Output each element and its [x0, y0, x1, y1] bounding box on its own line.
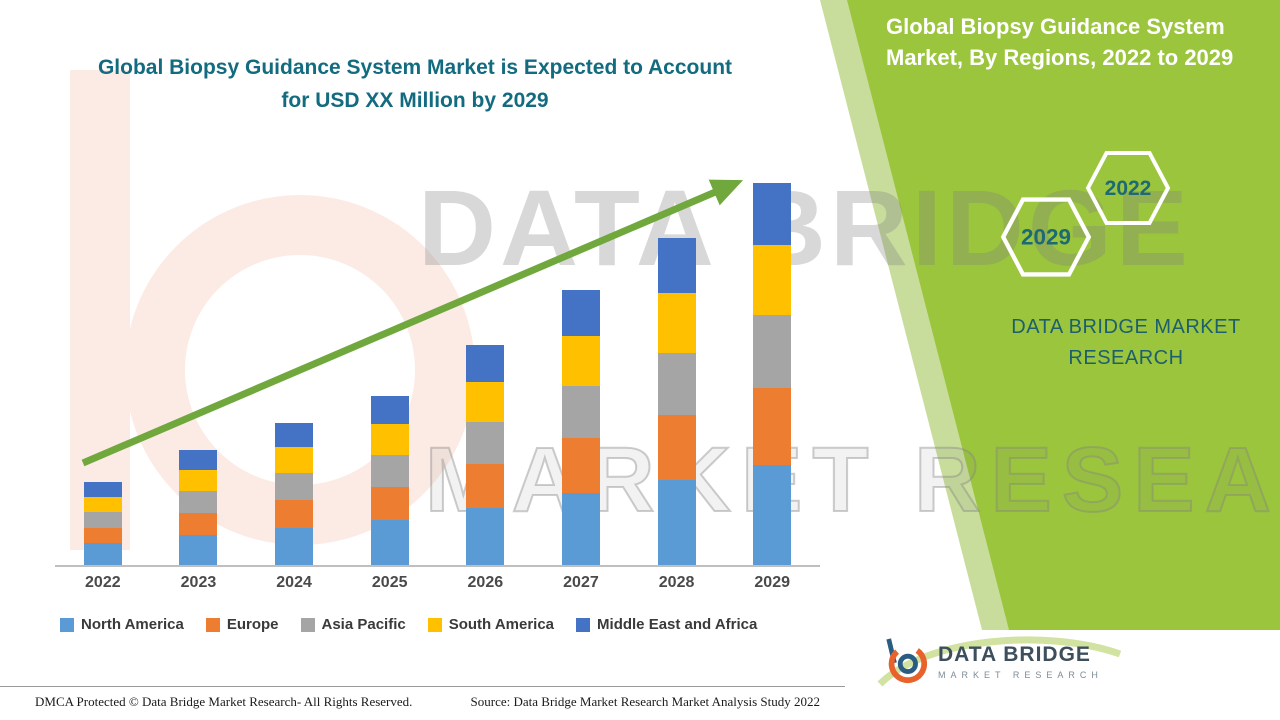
bar-segment [179, 491, 218, 513]
bar-segment [370, 424, 409, 455]
bar-2027 [561, 290, 600, 565]
bar-2029 [753, 183, 792, 565]
chart-title: Global Biopsy Guidance System Market is … [60, 52, 770, 117]
legend-swatch [300, 617, 315, 632]
bar-segment [466, 382, 505, 422]
bar-segment [466, 345, 505, 382]
bar-segment [753, 245, 792, 315]
legend-item: South America [427, 616, 555, 633]
dmca-notice: DMCA Protected © Data Bridge Market Rese… [35, 694, 413, 709]
legend: North America Europe Asia Pacific South Ame… [60, 616, 757, 633]
logo-name: DATA BRIDGE [938, 642, 1091, 666]
bar-segment [370, 520, 409, 565]
bar-segment [657, 238, 696, 293]
bar-segment [275, 528, 314, 565]
hexagon-2029-badge: 2029 [1000, 197, 1092, 277]
bar-segment [275, 500, 314, 528]
bar-2028 [657, 238, 696, 565]
legend-label: South America [448, 616, 555, 633]
bar-segment [83, 482, 122, 497]
brand-panel-line1: DATA BRIDGE MARKET [1011, 316, 1241, 338]
brand-panel-text: DATA BRIDGE MARKET RESEARCH [998, 312, 1254, 374]
bar-segment [179, 450, 218, 470]
stacked-bar-chart: 2022 2023 2024 2025 2026 2027 2028 2029 [55, 125, 820, 592]
chart-title-line2: for USD XX Million by 2029 [281, 88, 549, 112]
bar-segment [179, 513, 218, 535]
bar-segment [657, 415, 696, 480]
panel-title-line2: Market, By Regions, 2022 to 2029 [886, 44, 1234, 70]
legend-label: Europe [226, 616, 279, 633]
x-axis-label: 2028 [658, 574, 695, 591]
data-bridge-logo: DATA BRIDGE MARKET RESEARCH [877, 636, 1142, 687]
bar-2025 [370, 396, 409, 565]
bar-2023 [179, 450, 218, 565]
bar-segment [370, 487, 409, 520]
bar-2022 [83, 482, 122, 565]
bar-segment [753, 315, 792, 388]
bar-segment [83, 512, 122, 528]
bar-segment [561, 336, 600, 386]
brand-panel-line2: RESEARCH [1068, 347, 1184, 369]
panel-title-line1: Global Biopsy Guidance System [886, 14, 1225, 39]
legend-label: Middle East and Africa [597, 616, 758, 633]
bar-2026 [466, 345, 505, 565]
bar-segment [83, 528, 122, 543]
footer: DMCA Protected © Data Bridge Market Rese… [0, 686, 845, 710]
bar-2024 [275, 423, 314, 565]
bar-segment [179, 470, 218, 491]
bar-segment [466, 464, 505, 508]
legend-item: Middle East and Africa [576, 616, 757, 633]
x-axis-label: 2023 [180, 574, 217, 591]
source-note: Source: Data Bridge Market Research Mark… [470, 694, 820, 709]
hexagon-2022-label: 2022 [1105, 177, 1152, 200]
logo-tagline: MARKET RESEARCH [938, 669, 1103, 680]
bar-segment [561, 438, 600, 493]
x-axis-label: 2022 [85, 574, 121, 591]
bar-segment [275, 423, 314, 447]
x-axis-label: 2027 [563, 574, 599, 591]
bar-segment [466, 422, 505, 464]
legend-swatch [576, 617, 591, 632]
chart-title-line1: Global Biopsy Guidance System Market is … [97, 56, 733, 79]
bar-segment [753, 465, 792, 565]
bars [55, 125, 820, 567]
bar-segment [275, 473, 314, 500]
legend-swatch [60, 617, 74, 632]
x-axis-label: 2029 [754, 574, 790, 591]
legend-label: Asia Pacific [321, 616, 406, 633]
bar-segment [753, 183, 792, 245]
bar-segment [83, 543, 122, 565]
hexagon-2022-badge: 2022 [1085, 151, 1171, 225]
bar-segment [370, 396, 409, 424]
bar-segment [179, 535, 218, 565]
bar-segment [561, 493, 600, 565]
legend-item: Europe [205, 616, 279, 633]
bar-segment [657, 293, 696, 353]
bar-segment [466, 508, 505, 565]
bar-segment [561, 386, 600, 438]
legend-item: Asia Pacific [300, 616, 406, 633]
x-axis-label: 2026 [467, 574, 504, 591]
data-bridge-logo-icon [886, 638, 928, 684]
bar-segment [657, 353, 696, 415]
legend-swatch [205, 617, 220, 632]
bar-segment [370, 455, 409, 487]
x-axis-label: 2025 [371, 574, 408, 591]
x-axis-label: 2024 [276, 574, 312, 591]
bar-segment [753, 388, 792, 465]
bar-segment [83, 497, 122, 512]
legend-swatch [427, 617, 442, 632]
hexagon-2029-label: 2029 [1021, 224, 1071, 249]
legend-item: North America [60, 616, 184, 633]
bar-segment [657, 480, 696, 565]
legend-label: North America [81, 616, 184, 633]
bar-segment [275, 447, 314, 473]
panel-title: Global Biopsy Guidance System Market, By… [886, 12, 1270, 74]
x-axis-labels: 2022 2023 2024 2025 2026 2027 2028 2029 [55, 574, 820, 592]
bar-segment [561, 290, 600, 336]
